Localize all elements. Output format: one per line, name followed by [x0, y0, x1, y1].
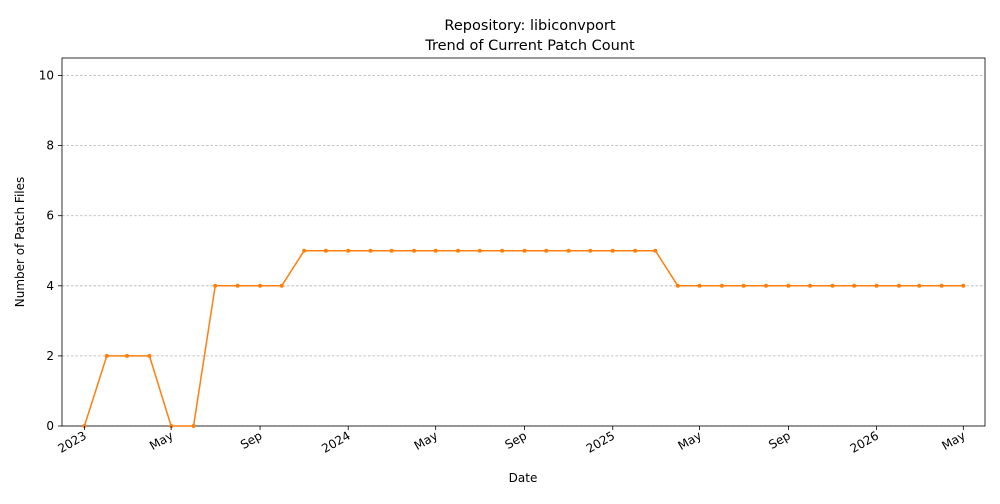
data-point [147, 353, 152, 358]
axes [61, 57, 986, 427]
data-point [610, 248, 615, 253]
x-tick-label: May [939, 428, 967, 453]
data-point [411, 248, 416, 253]
x-tick-label: Sep [766, 428, 793, 451]
x-tick-label: May [676, 428, 704, 453]
data-point [653, 248, 658, 253]
data-point [368, 248, 373, 253]
data-point [852, 283, 857, 288]
plot-frame [61, 57, 986, 427]
x-tick-label: Sep [502, 428, 529, 451]
y-tick-label: 0 [46, 419, 54, 433]
y-tick-label: 8 [46, 139, 54, 153]
data-point [786, 283, 791, 288]
x-tick-label: 2026 [848, 428, 881, 455]
data-point [741, 283, 746, 288]
data-point [104, 353, 109, 358]
x-tick-label: May [412, 428, 440, 453]
y-tick-label: 6 [46, 209, 54, 223]
data-point [191, 424, 196, 428]
data-point [961, 283, 966, 288]
x-tick-label: 2025 [584, 428, 617, 455]
data-point [433, 248, 438, 253]
data-point [258, 283, 263, 288]
y-tick-label: 4 [46, 279, 54, 293]
data-point [544, 248, 549, 253]
x-tick-label: 2023 [55, 428, 88, 455]
data-point [456, 248, 461, 253]
data-point [830, 283, 835, 288]
data-point [279, 283, 284, 288]
data-point [566, 248, 571, 253]
data-point [522, 248, 527, 253]
y-tick-label: 2 [46, 349, 54, 363]
data-point [477, 248, 482, 253]
y-ticks: 0 2 4 6 8 10 [39, 69, 62, 433]
data-point [323, 248, 328, 253]
data-point [633, 248, 638, 253]
data-point [874, 283, 879, 288]
data-point [389, 248, 394, 253]
x-tick-label: Sep [238, 428, 265, 451]
data-point [346, 248, 351, 253]
data-point [500, 248, 505, 253]
data-point [235, 283, 240, 288]
data-point [917, 283, 922, 288]
chart-title: Repository: libiconvport [444, 18, 615, 34]
y-axis-title: Number of Patch Files [13, 177, 27, 308]
data-point [719, 283, 724, 288]
series-line [83, 250, 964, 427]
data-point [588, 248, 593, 253]
x-axis-title: Date [509, 471, 538, 485]
x-ticks: 2023 May Sep 2024 May Sep 2025 May Sep 2026 May [55, 426, 968, 456]
data-point [808, 283, 813, 288]
series-layer [82, 248, 966, 428]
data-point [302, 248, 307, 253]
data-point [896, 283, 901, 288]
data-point [939, 283, 944, 288]
x-tick-label: May [147, 428, 175, 453]
data-point [213, 283, 218, 288]
chart-subtitle: Trend of Current Patch Count [424, 38, 635, 54]
data-point [763, 283, 768, 288]
y-tick-label: 10 [39, 69, 54, 83]
data-point [675, 283, 680, 288]
x-tick-label: 2024 [319, 428, 352, 455]
data-point [697, 283, 702, 288]
data-point [125, 353, 130, 358]
